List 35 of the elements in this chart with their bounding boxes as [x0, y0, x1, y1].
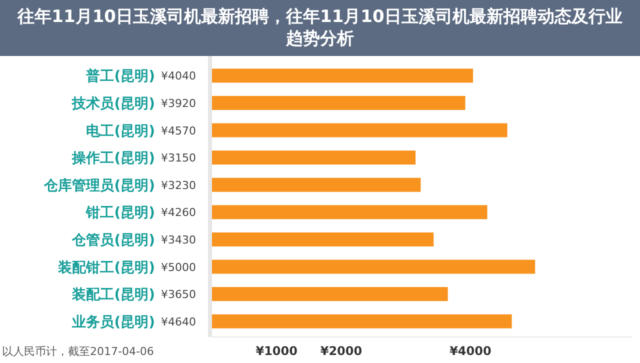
y-tick-label: 仓库管理员(昆明) — [43, 176, 155, 194]
x-tick-label: ¥1000 — [256, 344, 298, 358]
data-label: ¥3150 — [161, 152, 196, 165]
bar — [212, 205, 488, 220]
y-tick-label: 普工(昆明) — [85, 68, 155, 85]
data-label: ¥3920 — [161, 96, 196, 110]
data-label: ¥4260 — [161, 206, 196, 220]
text: 以人民币计，截至2017-04-06 — [2, 345, 154, 358]
bar — [212, 68, 474, 83]
y-tick-label: 仓管员(昆明) — [71, 232, 155, 248]
bar — [212, 287, 448, 302]
y-tick-label: 钳工(昆明) — [85, 205, 155, 222]
y-tick-label: 装配钳工(昆明) — [57, 260, 155, 276]
x-tick-label: ¥2000 — [320, 344, 362, 358]
bar — [212, 150, 416, 165]
data-label: ¥3650 — [161, 288, 196, 302]
bar — [212, 314, 512, 328]
bar — [212, 232, 434, 246]
data-label: ¥4040 — [161, 70, 196, 83]
y-tick-label: 装配工(昆明) — [71, 287, 155, 304]
data-label: ¥4640 — [161, 315, 196, 328]
data-label: ¥4570 — [161, 124, 196, 138]
data-label: ¥3230 — [161, 178, 196, 192]
data-label: ¥5000 — [161, 260, 196, 274]
y-tick-label: 业务员(昆明) — [71, 314, 155, 330]
y-tick-label: 电工(昆明) — [86, 123, 155, 140]
y-tick-label: 技术员(昆明) — [71, 96, 155, 112]
x-tick-label: ¥4000 — [450, 344, 492, 358]
chart-title: 往年11月10日玉溪司机最新招聘，往年11月10日玉溪司机最新招聘动态及行业趋势分析 — [0, 0, 640, 56]
data-label: ¥3430 — [161, 233, 196, 246]
bar — [212, 178, 421, 192]
bar — [212, 96, 466, 110]
bar — [212, 260, 536, 274]
bar — [212, 123, 508, 138]
y-tick-label: 操作工(昆明) — [71, 150, 155, 167]
